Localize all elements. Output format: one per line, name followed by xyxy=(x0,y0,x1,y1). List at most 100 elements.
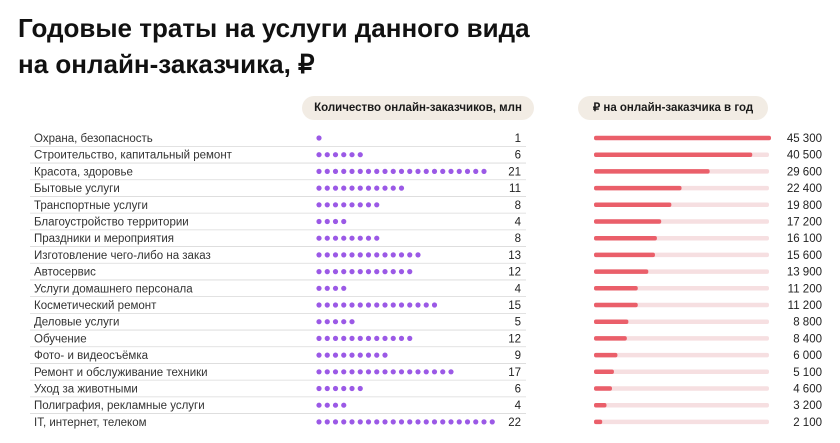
customer-dot xyxy=(382,252,388,258)
count-value: 22 xyxy=(508,417,521,429)
customer-dot xyxy=(357,168,363,174)
customer-dot xyxy=(341,168,347,174)
table-row: Ремонт и обслуживание техники 17 5 100 xyxy=(30,367,822,381)
spend-bar xyxy=(594,402,607,408)
customer-dot xyxy=(464,168,471,174)
customer-dot xyxy=(316,185,322,191)
customer-dot xyxy=(316,335,322,341)
customer-dot xyxy=(341,252,347,258)
customer-dot xyxy=(365,302,372,308)
customer-dot xyxy=(332,235,339,241)
customer-dot xyxy=(324,285,330,291)
category-label: Благоустройство территории xyxy=(34,217,189,229)
customer-dot xyxy=(349,302,355,308)
customer-dot xyxy=(341,319,347,325)
customer-dot xyxy=(398,335,405,341)
customer-dot xyxy=(407,302,413,308)
customer-dot xyxy=(316,352,322,358)
customer-dot xyxy=(423,302,429,308)
customer-dot xyxy=(341,285,347,291)
spend-bar-track xyxy=(594,402,769,408)
customer-dot xyxy=(341,152,347,158)
customer-dot xyxy=(382,335,388,341)
customer-dot xyxy=(316,252,322,258)
customer-dot xyxy=(332,168,339,174)
customer-dot xyxy=(374,369,380,375)
table-row: Строительство, капитальный ремонт 6 40 500 xyxy=(30,150,822,164)
customer-dot xyxy=(349,185,355,191)
spend-bar xyxy=(594,235,657,241)
customer-dot xyxy=(423,168,429,174)
customer-dot xyxy=(316,135,322,141)
customer-dot xyxy=(382,369,388,375)
customer-dot xyxy=(407,335,413,341)
spend-value: 3 200 xyxy=(793,400,822,412)
customer-dot xyxy=(349,369,355,375)
customer-dot xyxy=(398,252,405,258)
customer-dot xyxy=(374,202,380,208)
category-label: Охрана, безопасность xyxy=(34,133,153,145)
customer-dot xyxy=(332,185,339,191)
customer-dot xyxy=(431,302,438,308)
customer-dot xyxy=(464,419,471,425)
count-value: 13 xyxy=(508,250,521,262)
customer-dot xyxy=(374,252,380,258)
spend-bar xyxy=(594,152,753,157)
spend-value: 22 400 xyxy=(787,183,822,195)
customer-dot xyxy=(324,402,330,408)
customer-dot xyxy=(448,419,454,425)
table-row: Услуги домашнего персонала 4 11 200 xyxy=(30,283,822,298)
category-label: Деловые услуги xyxy=(34,317,119,329)
customer-dot xyxy=(407,419,413,425)
spend-value: 40 500 xyxy=(787,150,822,162)
spend-bar-track xyxy=(594,286,769,291)
spend-value: 2 100 xyxy=(793,417,822,429)
spend-bar xyxy=(594,219,662,224)
customer-dot xyxy=(481,419,487,425)
category-label: Уход за животными xyxy=(34,384,138,396)
customer-dot xyxy=(349,335,355,341)
customer-dot xyxy=(398,168,405,174)
customer-dot xyxy=(382,419,388,425)
customer-dot xyxy=(324,335,330,341)
customer-dot xyxy=(431,168,438,174)
customer-dot xyxy=(456,419,462,425)
customer-dot xyxy=(365,335,372,341)
count-column-header: Количество онлайн-заказчиков, млн xyxy=(302,96,534,120)
customer-dot xyxy=(407,252,413,258)
table-row: Косметический ремонт 15 11 200 xyxy=(30,300,822,314)
spend-bar-track xyxy=(594,352,769,358)
count-value: 1 xyxy=(515,133,521,145)
spend-value: 45 300 xyxy=(787,133,822,145)
customer-dot xyxy=(324,252,330,258)
customer-dot xyxy=(357,335,363,341)
chart-title-line-1: Годовые траты на услуги данного вида xyxy=(18,13,530,43)
spend-bar xyxy=(594,269,649,274)
customer-dot xyxy=(316,168,322,174)
customer-dot xyxy=(382,269,388,275)
customer-dot xyxy=(365,202,372,208)
customer-dot xyxy=(349,319,355,325)
customer-dot xyxy=(374,335,380,341)
table-row: Красота, здоровье 21 29 600 xyxy=(30,166,822,181)
customer-dot xyxy=(324,302,330,308)
spend-bar xyxy=(594,419,603,425)
customer-dot xyxy=(423,419,429,425)
customer-dot xyxy=(316,202,322,208)
spend-bar xyxy=(594,336,627,341)
count-value: 5 xyxy=(515,317,521,329)
category-label: Праздники и мероприятия xyxy=(34,233,174,245)
customer-dot xyxy=(423,369,429,375)
spend-bar xyxy=(594,252,655,258)
table-row: IT, интернет, телеком 22 2 100 xyxy=(34,417,822,429)
spend-bar xyxy=(594,319,629,324)
customer-dot xyxy=(357,419,363,425)
customer-dot xyxy=(382,302,388,308)
customer-dot xyxy=(407,168,413,174)
count-value: 8 xyxy=(515,200,521,212)
customer-dot xyxy=(390,252,396,258)
customer-dot xyxy=(415,168,421,174)
category-label: Ремонт и обслуживание техники xyxy=(34,367,208,379)
customer-dot xyxy=(324,385,330,392)
customer-dot xyxy=(374,235,380,241)
